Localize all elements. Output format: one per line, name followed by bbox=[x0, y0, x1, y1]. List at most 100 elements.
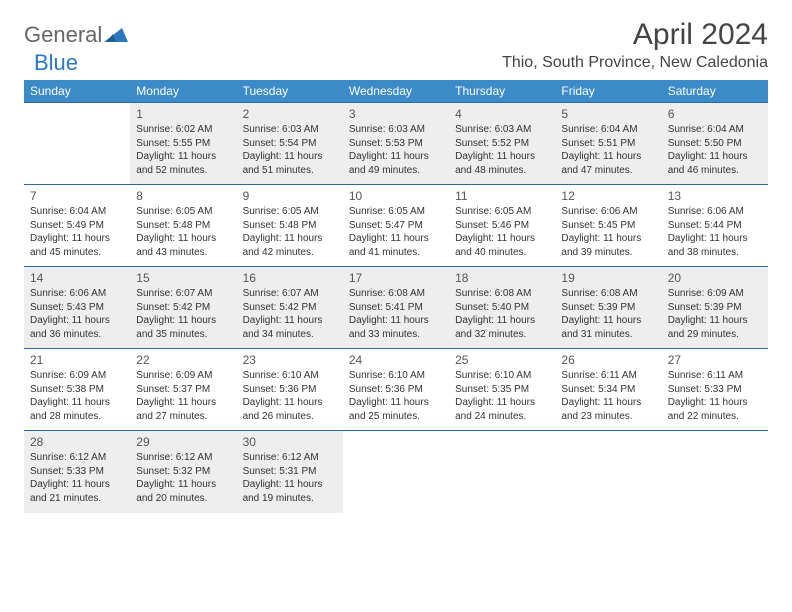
daylight2-text: and 36 minutes. bbox=[30, 328, 124, 342]
calendar-cell-empty bbox=[449, 431, 555, 513]
calendar-cell: 29Sunrise: 6:12 AMSunset: 5:32 PMDayligh… bbox=[130, 431, 236, 513]
daylight2-text: and 19 minutes. bbox=[243, 492, 337, 506]
calendar-cell-empty bbox=[555, 431, 661, 513]
daylight2-text: and 52 minutes. bbox=[136, 164, 230, 178]
daylight1-text: Daylight: 11 hours bbox=[30, 478, 124, 492]
day-number: 28 bbox=[30, 434, 124, 450]
day-number: 15 bbox=[136, 270, 230, 286]
calendar-cell: 7Sunrise: 6:04 AMSunset: 5:49 PMDaylight… bbox=[24, 185, 130, 267]
daylight1-text: Daylight: 11 hours bbox=[668, 232, 762, 246]
calendar-cell: 2Sunrise: 6:03 AMSunset: 5:54 PMDaylight… bbox=[237, 103, 343, 185]
day-number: 9 bbox=[243, 188, 337, 204]
daylight1-text: Daylight: 11 hours bbox=[561, 314, 655, 328]
calendar-cell-empty bbox=[343, 431, 449, 513]
sunrise-text: Sunrise: 6:11 AM bbox=[668, 369, 762, 383]
location-subtitle: Thio, South Province, New Caledonia bbox=[502, 54, 768, 72]
header: General April 2024 Thio, South Province,… bbox=[24, 18, 768, 72]
sunset-text: Sunset: 5:35 PM bbox=[455, 383, 549, 397]
sunset-text: Sunset: 5:44 PM bbox=[668, 219, 762, 233]
sunset-text: Sunset: 5:33 PM bbox=[30, 465, 124, 479]
day-number: 21 bbox=[30, 352, 124, 368]
sunrise-text: Sunrise: 6:08 AM bbox=[455, 287, 549, 301]
day-number: 5 bbox=[561, 106, 655, 122]
calendar-cell: 14Sunrise: 6:06 AMSunset: 5:43 PMDayligh… bbox=[24, 267, 130, 349]
month-title: April 2024 bbox=[502, 18, 768, 52]
daylight2-text: and 39 minutes. bbox=[561, 246, 655, 260]
sunset-text: Sunset: 5:43 PM bbox=[30, 301, 124, 315]
sunset-text: Sunset: 5:40 PM bbox=[455, 301, 549, 315]
sunrise-text: Sunrise: 6:05 AM bbox=[136, 205, 230, 219]
calendar-week-row: 21Sunrise: 6:09 AMSunset: 5:38 PMDayligh… bbox=[24, 349, 768, 431]
sunset-text: Sunset: 5:55 PM bbox=[136, 137, 230, 151]
calendar-table: SundayMondayTuesdayWednesdayThursdayFrid… bbox=[24, 80, 768, 513]
daylight1-text: Daylight: 11 hours bbox=[455, 150, 549, 164]
calendar-cell: 10Sunrise: 6:05 AMSunset: 5:47 PMDayligh… bbox=[343, 185, 449, 267]
calendar-cell: 6Sunrise: 6:04 AMSunset: 5:50 PMDaylight… bbox=[662, 103, 768, 185]
daylight1-text: Daylight: 11 hours bbox=[349, 396, 443, 410]
daylight2-text: and 43 minutes. bbox=[136, 246, 230, 260]
calendar-cell: 24Sunrise: 6:10 AMSunset: 5:36 PMDayligh… bbox=[343, 349, 449, 431]
sunset-text: Sunset: 5:53 PM bbox=[349, 137, 443, 151]
day-number: 23 bbox=[243, 352, 337, 368]
sunrise-text: Sunrise: 6:06 AM bbox=[30, 287, 124, 301]
daylight1-text: Daylight: 11 hours bbox=[243, 396, 337, 410]
sunset-text: Sunset: 5:48 PM bbox=[136, 219, 230, 233]
daylight1-text: Daylight: 11 hours bbox=[30, 232, 124, 246]
day-number: 30 bbox=[243, 434, 337, 450]
sunset-text: Sunset: 5:41 PM bbox=[349, 301, 443, 315]
title-block: April 2024 Thio, South Province, New Cal… bbox=[502, 18, 768, 72]
logo-text-blue: Blue bbox=[34, 50, 78, 76]
calendar-week-row: 1Sunrise: 6:02 AMSunset: 5:55 PMDaylight… bbox=[24, 103, 768, 185]
calendar-cell: 4Sunrise: 6:03 AMSunset: 5:52 PMDaylight… bbox=[449, 103, 555, 185]
sunset-text: Sunset: 5:36 PM bbox=[349, 383, 443, 397]
calendar-week-row: 28Sunrise: 6:12 AMSunset: 5:33 PMDayligh… bbox=[24, 431, 768, 513]
calendar-cell: 3Sunrise: 6:03 AMSunset: 5:53 PMDaylight… bbox=[343, 103, 449, 185]
calendar-cell: 20Sunrise: 6:09 AMSunset: 5:39 PMDayligh… bbox=[662, 267, 768, 349]
day-header: Wednesday bbox=[343, 80, 449, 103]
daylight2-text: and 45 minutes. bbox=[30, 246, 124, 260]
daylight1-text: Daylight: 11 hours bbox=[243, 150, 337, 164]
calendar-cell: 19Sunrise: 6:08 AMSunset: 5:39 PMDayligh… bbox=[555, 267, 661, 349]
sunrise-text: Sunrise: 6:03 AM bbox=[243, 123, 337, 137]
day-number: 13 bbox=[668, 188, 762, 204]
sunrise-text: Sunrise: 6:04 AM bbox=[30, 205, 124, 219]
calendar-cell: 18Sunrise: 6:08 AMSunset: 5:40 PMDayligh… bbox=[449, 267, 555, 349]
day-header: Monday bbox=[130, 80, 236, 103]
daylight1-text: Daylight: 11 hours bbox=[455, 314, 549, 328]
daylight1-text: Daylight: 11 hours bbox=[455, 396, 549, 410]
daylight1-text: Daylight: 11 hours bbox=[349, 232, 443, 246]
daylight2-text: and 24 minutes. bbox=[455, 410, 549, 424]
daylight1-text: Daylight: 11 hours bbox=[136, 478, 230, 492]
sunset-text: Sunset: 5:39 PM bbox=[561, 301, 655, 315]
sunset-text: Sunset: 5:34 PM bbox=[561, 383, 655, 397]
daylight2-text: and 20 minutes. bbox=[136, 492, 230, 506]
calendar-cell: 26Sunrise: 6:11 AMSunset: 5:34 PMDayligh… bbox=[555, 349, 661, 431]
sunset-text: Sunset: 5:36 PM bbox=[243, 383, 337, 397]
sunset-text: Sunset: 5:49 PM bbox=[30, 219, 124, 233]
day-number: 16 bbox=[243, 270, 337, 286]
daylight2-text: and 46 minutes. bbox=[668, 164, 762, 178]
daylight1-text: Daylight: 11 hours bbox=[243, 232, 337, 246]
daylight2-text: and 38 minutes. bbox=[668, 246, 762, 260]
day-number: 18 bbox=[455, 270, 549, 286]
daylight1-text: Daylight: 11 hours bbox=[668, 314, 762, 328]
daylight2-text: and 40 minutes. bbox=[455, 246, 549, 260]
daylight1-text: Daylight: 11 hours bbox=[136, 150, 230, 164]
day-number: 11 bbox=[455, 188, 549, 204]
daylight2-text: and 26 minutes. bbox=[243, 410, 337, 424]
daylight2-text: and 22 minutes. bbox=[668, 410, 762, 424]
calendar-cell: 11Sunrise: 6:05 AMSunset: 5:46 PMDayligh… bbox=[449, 185, 555, 267]
sunset-text: Sunset: 5:52 PM bbox=[455, 137, 549, 151]
calendar-cell: 22Sunrise: 6:09 AMSunset: 5:37 PMDayligh… bbox=[130, 349, 236, 431]
calendar-cell: 5Sunrise: 6:04 AMSunset: 5:51 PMDaylight… bbox=[555, 103, 661, 185]
daylight2-text: and 23 minutes. bbox=[561, 410, 655, 424]
daylight1-text: Daylight: 11 hours bbox=[136, 232, 230, 246]
daylight2-text: and 25 minutes. bbox=[349, 410, 443, 424]
daylight2-text: and 33 minutes. bbox=[349, 328, 443, 342]
calendar-cell: 12Sunrise: 6:06 AMSunset: 5:45 PMDayligh… bbox=[555, 185, 661, 267]
day-number: 14 bbox=[30, 270, 124, 286]
daylight1-text: Daylight: 11 hours bbox=[243, 478, 337, 492]
sunrise-text: Sunrise: 6:12 AM bbox=[136, 451, 230, 465]
calendar-week-row: 7Sunrise: 6:04 AMSunset: 5:49 PMDaylight… bbox=[24, 185, 768, 267]
calendar-cell: 21Sunrise: 6:09 AMSunset: 5:38 PMDayligh… bbox=[24, 349, 130, 431]
